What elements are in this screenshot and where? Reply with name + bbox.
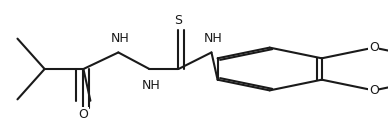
Text: S: S [175,14,182,27]
Text: NH: NH [111,32,130,45]
Text: O: O [369,41,379,54]
Text: O: O [369,84,379,97]
Text: NH: NH [142,79,161,92]
Text: NH: NH [204,32,223,45]
Text: O: O [78,108,88,121]
